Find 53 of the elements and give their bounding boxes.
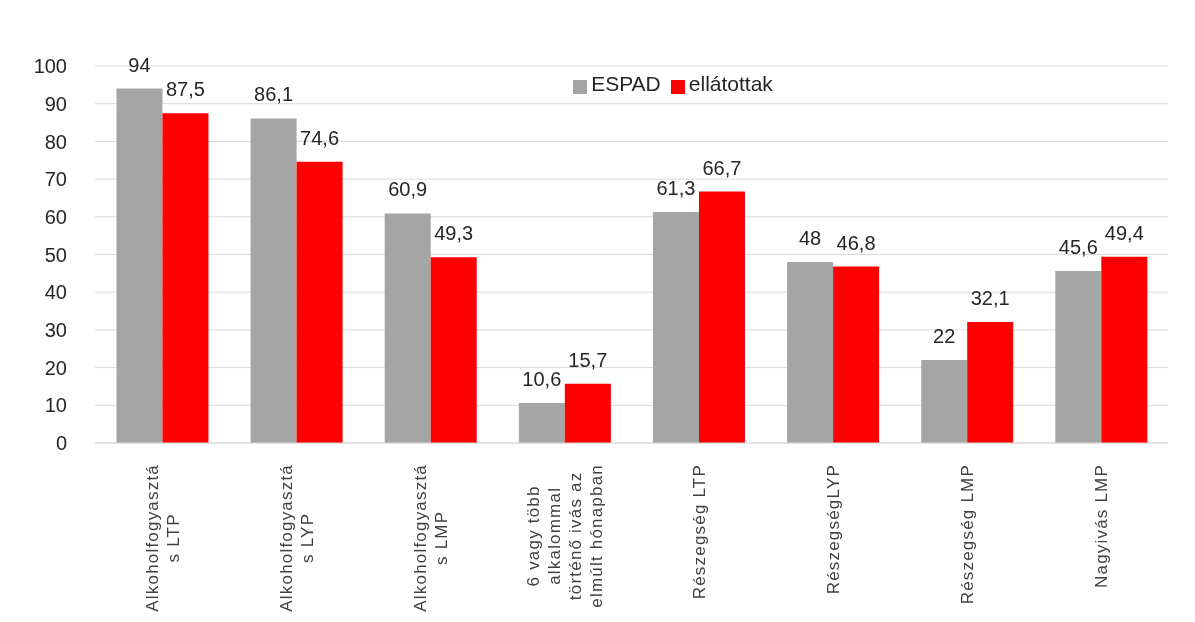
bar [1101, 256, 1148, 443]
data-label: 10,6 [522, 368, 562, 391]
x-tick-label: Alkoholfogyasztás LMP [410, 463, 451, 612]
y-tick-label: 80 [44, 130, 67, 153]
y-tick-label: 70 [44, 168, 67, 191]
data-label: 46,8 [836, 231, 876, 254]
x-tick-label: Részegség LMP [957, 464, 977, 605]
bar [921, 360, 968, 443]
data-label: 22 [933, 325, 956, 348]
data-label: 32,1 [970, 286, 1010, 309]
data-label: 15,7 [568, 348, 608, 371]
y-tick-label: 90 [44, 92, 67, 115]
bar [116, 88, 163, 443]
data-label: 94 [128, 53, 151, 76]
x-tick-label: Alkoholfogyasztás LTP [142, 463, 183, 612]
data-label: 48 [798, 227, 822, 250]
bar [518, 403, 565, 443]
x-tick-label: RészegségLYP [823, 464, 843, 595]
data-label: 61,3 [656, 176, 696, 199]
y-tick-label: 50 [44, 243, 67, 266]
data-label: 49,3 [434, 222, 474, 245]
y-tick-label: 100 [33, 55, 67, 78]
data-label: 45,6 [1058, 236, 1098, 259]
bar [698, 191, 745, 443]
data-label: 87,5 [165, 78, 205, 101]
bar [296, 161, 343, 443]
bar [250, 118, 297, 443]
bar [787, 262, 834, 443]
y-tick-label: 0 [55, 432, 67, 455]
bar [967, 321, 1014, 443]
data-label: 86,1 [254, 83, 294, 106]
y-tick-label: 40 [44, 281, 67, 304]
legend-label: ESPAD [591, 72, 661, 95]
y-tick-label: 10 [44, 394, 67, 417]
legend-label: ellátottak [688, 72, 773, 95]
bar [652, 211, 699, 443]
data-label: 74,6 [300, 126, 340, 149]
bar [564, 383, 611, 443]
data-label: 66,7 [702, 156, 742, 179]
y-tick-label: 20 [44, 356, 67, 379]
y-tick-label: 60 [44, 205, 67, 228]
bar [162, 113, 209, 443]
x-tick-label: Részegség LTP [689, 464, 709, 600]
x-tick-label: 6 vagy több alkalommal történő ivás az elmúlt hónapban [523, 463, 606, 608]
bar [384, 213, 431, 443]
y-tick-label: 30 [44, 319, 67, 341]
bar [1055, 271, 1102, 443]
bar [833, 266, 880, 443]
x-tick-label: Alkoholfogyasztás LYP [276, 463, 317, 612]
bar [430, 257, 477, 443]
data-label: 49,4 [1104, 221, 1144, 244]
x-tick-label: Nagyivás LMP [1091, 464, 1111, 588]
data-label: 60,9 [388, 178, 428, 201]
